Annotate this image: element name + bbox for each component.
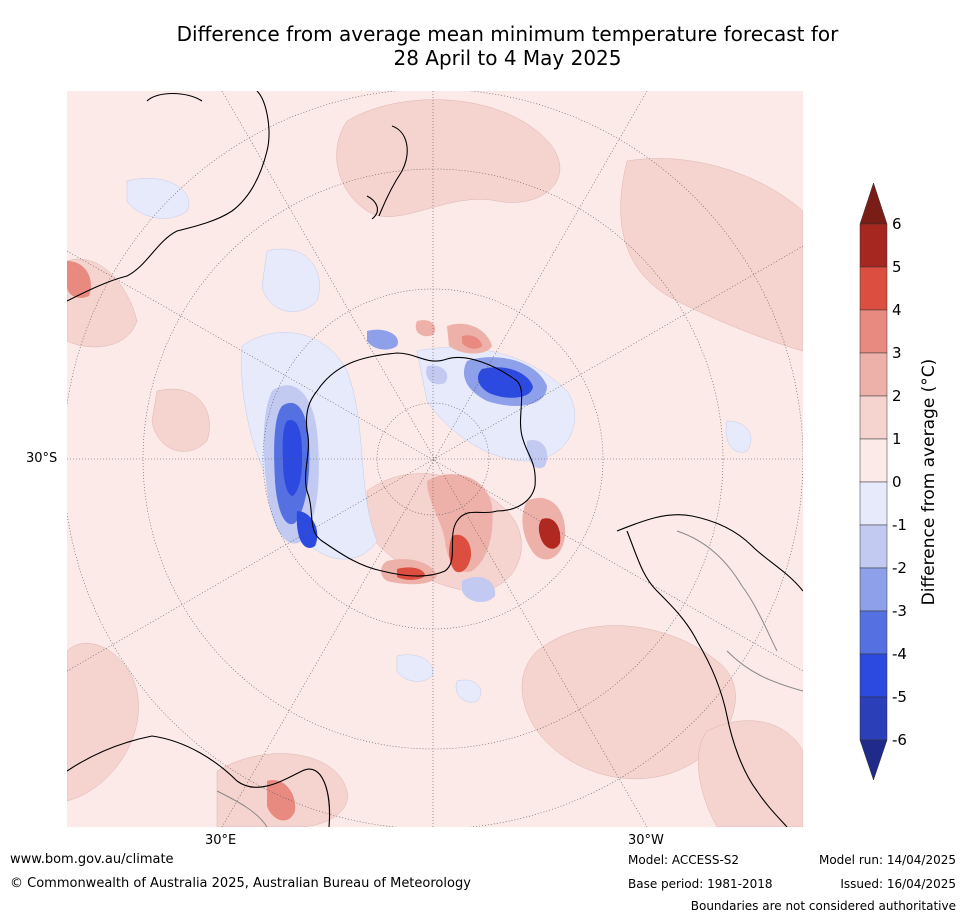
chart-title: Difference from average mean minimum tem…: [60, 22, 955, 70]
colorbar-bottom-arrow: [859, 739, 888, 781]
label-30e: 30°E: [205, 833, 237, 848]
title-line-1: Difference from average mean minimum tem…: [176, 22, 839, 46]
footer-copyright: © Commonwealth of Australia 2025, Austra…: [10, 876, 471, 891]
forecast-map: [67, 91, 803, 827]
swatch-minus1-0: [859, 481, 888, 526]
label-30w: 30°W: [628, 833, 664, 848]
footer-model-run: Model run: 14/04/2025: [818, 853, 956, 867]
footer-issued: Issued: 16/04/2025: [840, 877, 956, 891]
colorbar-ticks: 6 5 4 3 2 1 0 -1 -2 -3 -4 -5 -6: [892, 215, 907, 749]
footer-base-period: Base period: 1981-2018: [628, 877, 773, 891]
swatch-4-5: [859, 266, 888, 311]
swatch-minus3-minus2: [859, 567, 888, 612]
tick-4: 4: [892, 301, 902, 319]
tick-0: 0: [892, 473, 902, 491]
new-zealand-outline: [378, 125, 408, 217]
tick-2: 2: [892, 387, 902, 405]
title-line-2: 28 April to 4 May 2025: [393, 46, 622, 70]
swatch-3-4: [859, 309, 888, 354]
colorbar: 6 5 4 3 2 1 0 -1 -2 -3 -4 -5 -6 Differen…: [859, 182, 939, 781]
tick-minus3: -3: [892, 602, 907, 620]
footer-url: www.bom.gov.au/climate: [10, 852, 174, 867]
australia-outline: [67, 91, 270, 302]
colorbar-swatches: [859, 182, 888, 781]
anomaly-warm-patches: [67, 261, 566, 821]
tick-minus2: -2: [892, 559, 907, 577]
national-boundaries: [216, 530, 803, 827]
tick-minus1: -1: [892, 516, 907, 534]
tick-6: 6: [892, 215, 902, 233]
label-30s: 30°S: [26, 451, 58, 466]
swatch-2-3: [859, 352, 888, 397]
colorbar-label: Difference from average (°C): [919, 359, 939, 606]
swatch-minus6-minus5: [859, 696, 888, 741]
antarctica-outline: [305, 352, 536, 577]
swatch-5-6: [859, 223, 888, 268]
graticule: [67, 91, 803, 827]
swatch-minus5-minus4: [859, 653, 888, 698]
tick-minus5: -5: [892, 688, 907, 706]
swatch-minus4-minus3: [859, 610, 888, 655]
swatch-1-2: [859, 395, 888, 440]
swatch-minus2-minus1: [859, 524, 888, 569]
tick-1: 1: [892, 430, 902, 448]
africa-outline: [67, 735, 331, 827]
colorbar-top-arrow: [859, 182, 888, 225]
swatch-0-1: [859, 438, 888, 483]
coastlines: [67, 91, 803, 827]
tick-minus4: -4: [892, 645, 907, 663]
footer-disclaimer: Boundaries are not considered authoritat…: [690, 899, 956, 913]
tick-3: 3: [892, 344, 902, 362]
anomaly-cold-patches: [263, 329, 548, 603]
tick-5: 5: [892, 258, 902, 276]
south-america-outline: [616, 514, 803, 592]
footer-model: Model: ACCESS-S2: [628, 853, 740, 867]
tick-minus6: -6: [892, 731, 907, 749]
